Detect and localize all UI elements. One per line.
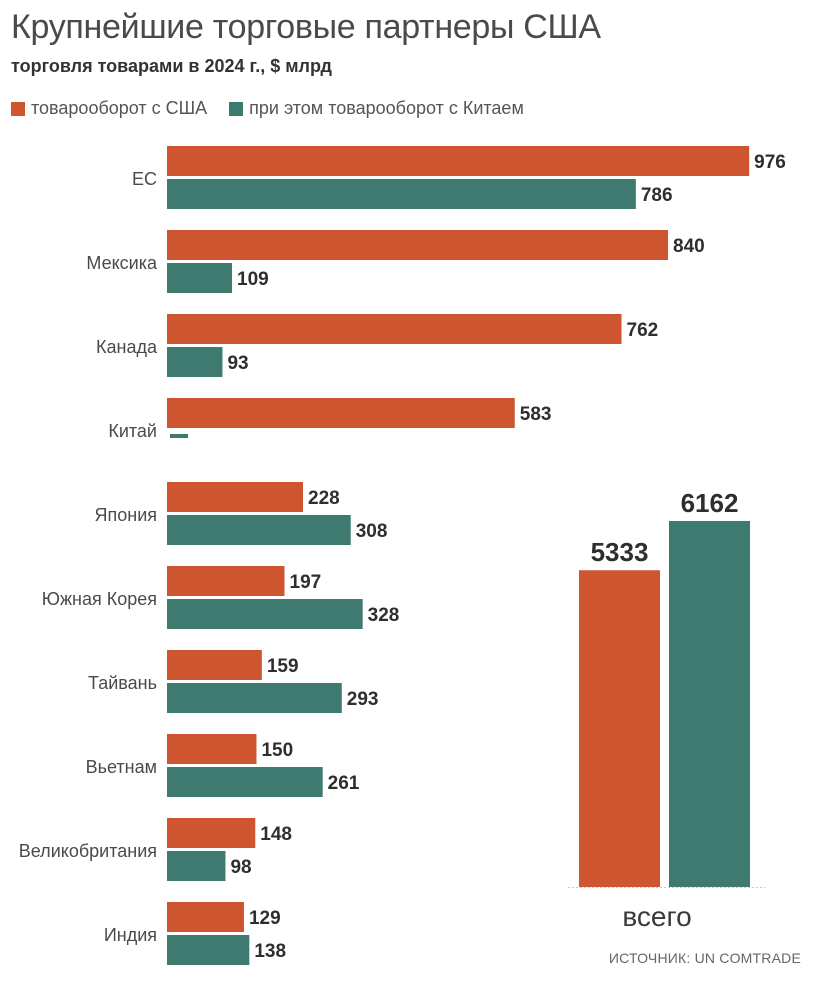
value-label-china: 308 [356,521,388,542]
bar-usa [167,230,669,260]
bar-china [167,599,363,629]
value-label-usa: 148 [260,824,292,845]
value-label-usa: 159 [267,656,299,677]
category-label-мексика: Мексика [86,253,158,273]
bar-usa [167,566,285,596]
category-label-ес: ЕС [132,169,157,189]
total-bar-china [669,520,750,887]
value-label-china: 138 [254,941,286,962]
legend-item-usa: товарооборот с США [11,98,207,119]
category-label-канада: Канада [96,337,158,357]
category-label-индия: Индия [104,925,157,945]
value-label-usa: 976 [754,152,786,173]
total-category-label: всего [622,901,691,932]
bar-usa [167,146,750,176]
bar-china [167,179,636,209]
bar-usa [167,398,515,428]
category-label-япония: Япония [95,505,158,525]
bar-usa [167,902,244,932]
value-label-china: 328 [368,605,400,626]
bar-usa [167,734,257,764]
bar-marker-empty [170,434,188,438]
bar-usa [167,314,622,344]
legend: товарооборот с США при этом товарооборот… [11,98,546,119]
value-label-usa: 228 [308,488,340,509]
bar-china [167,515,351,545]
legend-swatch-china [229,101,244,116]
legend-label-china: при этом товарооборот с Китаем [249,98,524,118]
category-label-тайвань: Тайвань [88,673,157,693]
source-note: ИСТОЧНИК: UN COMTRADE [608,950,801,966]
bar-china [167,347,223,377]
value-label-china: 98 [230,857,251,878]
bar-usa [167,482,304,512]
bar-usa [167,650,262,680]
legend-label-usa: товарооборот с США [31,98,208,118]
total-value-usa: 5333 [591,537,649,567]
chart-title: Крупнейшие торговые партнеры США [11,8,601,46]
value-label-usa: 583 [520,404,552,425]
category-label-китай: Китай [108,421,157,441]
value-label-china: 261 [328,773,360,794]
bar-china [167,683,342,713]
value-label-usa: 762 [627,320,659,341]
category-label-южная-корея: Южная Корея [42,589,157,609]
legend-item-china: при этом товарооборот с Китаем [229,98,524,119]
value-label-china: 109 [237,269,269,290]
bar-china [167,767,323,797]
value-label-usa: 150 [261,740,293,761]
legend-swatch-usa [11,101,25,116]
value-label-china: 93 [227,353,248,374]
chart-subtitle: торговля товарами в 2024 г., $ млрд [11,56,332,76]
total-bar-usa [579,570,660,887]
value-label-usa: 840 [673,236,705,257]
total-value-china: 6162 [681,488,739,518]
bar-usa [167,818,256,848]
value-label-china: 786 [641,185,673,206]
value-label-china: 293 [347,689,379,710]
bar-china [167,851,226,881]
bar-china [167,935,250,965]
category-label-великобритания: Великобритания [19,841,157,861]
value-label-usa: 197 [290,572,322,593]
value-label-usa: 129 [249,908,281,929]
bar-china [167,263,233,293]
category-label-вьетнам: Вьетнам [86,757,157,777]
